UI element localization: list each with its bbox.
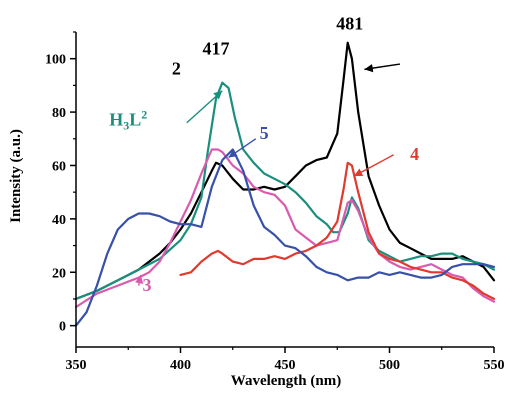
series-line-4 [74, 148, 496, 327]
y-axis-title: Intensity (a.u.) [8, 129, 24, 223]
series-label-0: 2 [172, 59, 181, 79]
series-layer [74, 41, 496, 327]
peak-label-417: 417 [203, 39, 230, 59]
y-tick-label: 80 [52, 106, 66, 121]
series-label-2: 3 [143, 275, 152, 295]
series-line-2 [74, 148, 496, 309]
series-line-3 [179, 161, 496, 300]
callout-line-2 [135, 274, 144, 286]
series-label-3: 4 [410, 144, 419, 164]
y-tick-label: 40 [52, 213, 66, 228]
x-tick-label: 350 [66, 358, 87, 373]
x-tick-label: 450 [275, 358, 296, 373]
callout-line-1 [186, 90, 223, 124]
x-tick-label: 550 [484, 358, 505, 373]
peak-label-481: 481 [336, 14, 363, 34]
series-label-4: 5 [260, 123, 269, 143]
callout-line-0 [364, 63, 401, 73]
y-tick-label: 20 [52, 266, 66, 281]
axes-layer: 350 400 450 500 550 0 20 40 60 80 100 [45, 31, 505, 373]
x-tick-label: 500 [379, 358, 400, 373]
y-tick-label: 60 [52, 159, 66, 174]
y-tick-label: 100 [45, 53, 66, 68]
x-axis-title: Wavelength (nm) [231, 373, 341, 389]
series-label-1: H3L2 [109, 107, 147, 132]
series-line-1 [74, 81, 496, 300]
series-line-0 [74, 41, 496, 300]
labels-layer: 417 481 2 H3L2 3 4 5 [109, 14, 419, 295]
x-tick-label: 400 [170, 358, 191, 373]
callout-line-3 [353, 154, 395, 177]
y-tick-label: 0 [59, 320, 66, 335]
callout-line-4 [228, 138, 257, 159]
